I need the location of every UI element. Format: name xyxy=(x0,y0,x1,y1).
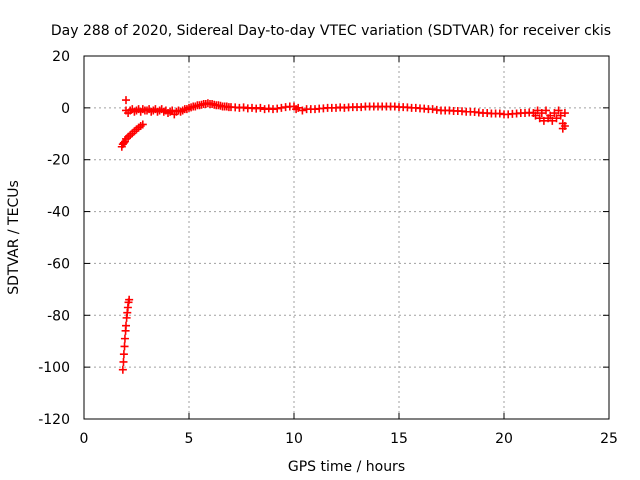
y-tick-label: -120 xyxy=(38,412,70,428)
y-tick-label: 20 xyxy=(52,49,70,65)
y-tick-label: -100 xyxy=(38,360,70,376)
data-point xyxy=(119,350,128,359)
data-point xyxy=(537,109,546,118)
data-point xyxy=(554,106,563,115)
data-point xyxy=(125,295,134,304)
data-point xyxy=(294,103,303,112)
data-point xyxy=(560,122,569,131)
x-axis-title: GPS time / hours xyxy=(288,459,405,475)
x-tick-label: 10 xyxy=(285,431,303,447)
data-point xyxy=(122,96,130,105)
data-point xyxy=(122,321,130,330)
data-point xyxy=(550,109,559,118)
data-point xyxy=(531,111,540,120)
y-tick-labels: -120 -100 -80 -60 -40 -20 0 20 xyxy=(38,49,70,428)
y-tick-label: -20 xyxy=(47,153,70,169)
y-tick-label: -40 xyxy=(47,205,70,221)
plot-frame xyxy=(83,55,610,420)
data-points xyxy=(117,96,569,374)
data-point xyxy=(256,103,265,112)
data-point xyxy=(546,111,555,120)
data-point xyxy=(239,103,248,112)
data-point xyxy=(560,109,569,118)
data-point xyxy=(552,114,561,123)
x-tick-label: 15 xyxy=(390,431,408,447)
x-tick-labels: 0 5 10 15 20 25 xyxy=(80,431,618,447)
axis-ticks xyxy=(83,55,610,420)
data-point xyxy=(535,114,544,123)
y-axis-title: SDTVAR / TECUs xyxy=(6,180,22,295)
y-tick-label: 0 xyxy=(61,101,70,117)
data-point xyxy=(119,357,128,366)
data-point xyxy=(542,106,550,115)
y-tick-label: -60 xyxy=(47,256,70,272)
x-tick-label: 0 xyxy=(80,431,89,447)
x-tick-label: 25 xyxy=(600,431,618,447)
x-tick-label: 20 xyxy=(495,431,513,447)
x-tick-label: 5 xyxy=(185,431,194,447)
chart-title: Day 288 of 2020, Sidereal Day-to-day VTE… xyxy=(51,23,611,39)
data-point xyxy=(298,106,307,115)
data-point xyxy=(120,342,129,351)
data-point xyxy=(539,116,548,125)
data-point xyxy=(118,365,127,374)
y-tick-label: -80 xyxy=(47,308,70,324)
data-point xyxy=(548,116,557,125)
data-point xyxy=(120,334,129,343)
data-point xyxy=(533,106,542,115)
data-point xyxy=(138,120,147,129)
data-point xyxy=(556,111,565,120)
